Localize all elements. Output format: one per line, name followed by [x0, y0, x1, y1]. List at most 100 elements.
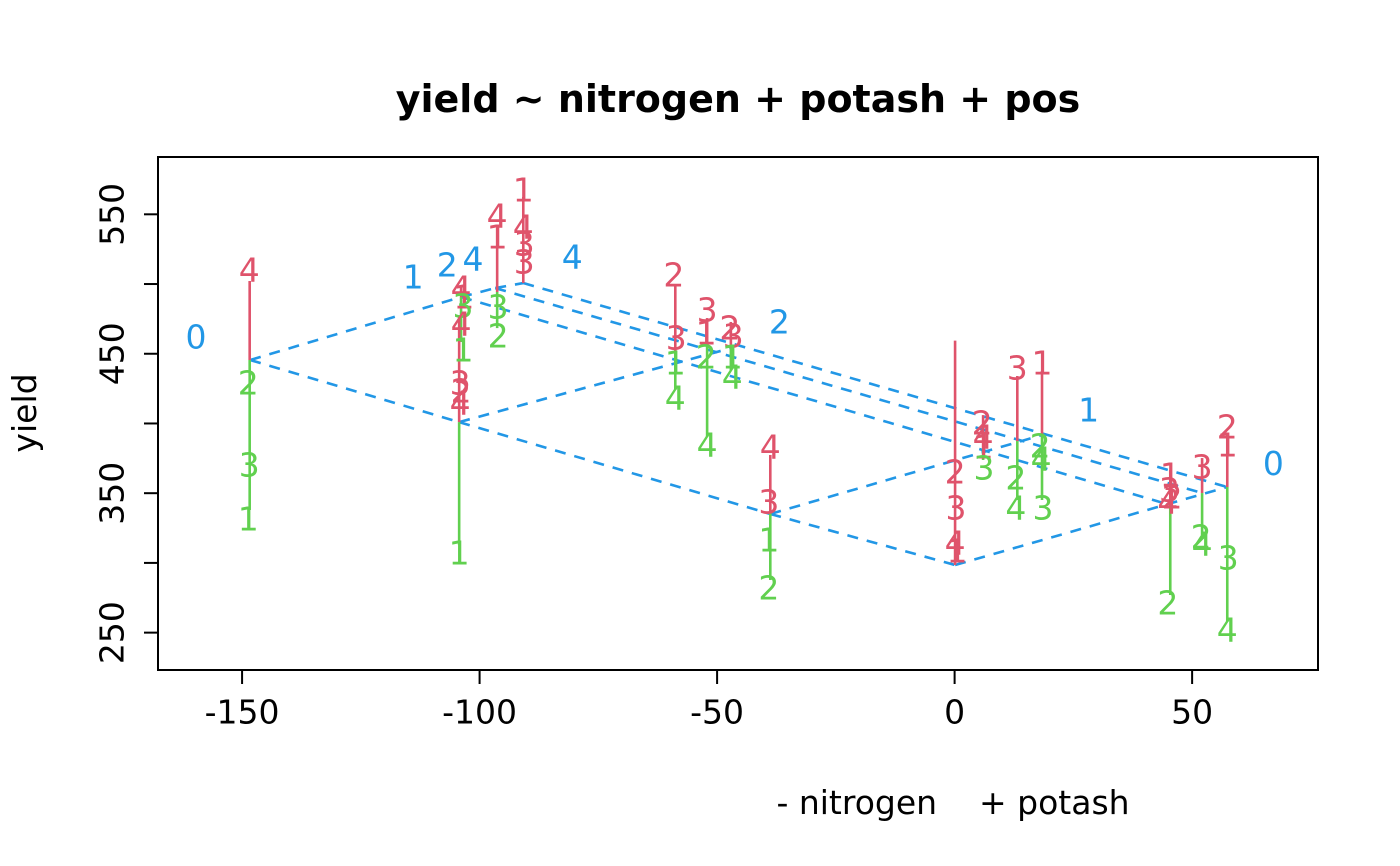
plot-border — [157, 156, 1319, 671]
data-point-label: 1 — [452, 330, 473, 369]
data-point-label: 2 — [451, 371, 472, 410]
fitted-grid-dashed-line — [460, 295, 1171, 507]
data-point-label: 4 — [1005, 488, 1026, 527]
fitted-grid-dashed-line — [458, 420, 771, 516]
grid-level-label: 4 — [562, 237, 583, 276]
fitted-grid-dashed-line — [249, 358, 460, 424]
grid-level-label: 2 — [437, 246, 458, 285]
data-point-label: 3 — [1218, 539, 1239, 578]
data-point-label: 3 — [1007, 348, 1028, 387]
data-point-label: 4 — [665, 378, 686, 417]
data-point-label: 1 — [758, 521, 779, 560]
data-point-label: 3 — [974, 449, 995, 488]
data-point-label: 1 — [722, 337, 743, 376]
x-tick-label: -150 — [205, 693, 280, 732]
fitted-grid-dashed-line — [249, 295, 462, 362]
data-point-label: 1 — [1217, 426, 1238, 465]
data-point-label: 4 — [973, 417, 994, 456]
data-point-label: 1 — [696, 313, 717, 352]
data-point-label: 3 — [1192, 447, 1213, 486]
data-point-label: 4 — [450, 383, 471, 422]
grid-level-label: 4 — [462, 240, 483, 279]
y-axis-label: yield — [5, 373, 44, 452]
data-point-label: 2 — [1162, 478, 1183, 517]
data-point-label: 4 — [1192, 525, 1213, 564]
data-point-label: 3 — [758, 483, 779, 522]
data-point-label: 2 — [1005, 458, 1026, 497]
fitted-grid-dashed-line — [769, 512, 956, 567]
data-point-label: 3 — [946, 488, 967, 527]
x-tick-label: 0 — [944, 693, 965, 732]
data-point-label: 1 — [1160, 456, 1181, 495]
data-point-label: 1 — [453, 277, 474, 316]
data-point-label: 2 — [758, 569, 779, 608]
data-point-label: 4 — [1031, 440, 1052, 479]
data-point-label: 3 — [452, 287, 473, 326]
grid-level-label: 2 — [769, 302, 790, 341]
data-point-label: 2 — [663, 255, 684, 294]
data-point-label: 1 — [665, 343, 686, 382]
data-point-label: 4 — [945, 524, 966, 563]
data-point-label: 3 — [239, 446, 260, 485]
grid-level-label: 0 — [1263, 444, 1284, 483]
data-point-label: 3 — [488, 288, 509, 327]
data-point-label: 3 — [514, 242, 535, 281]
data-point-label: 1 — [449, 534, 470, 573]
data-point-label: 4 — [722, 358, 743, 397]
x-tick-label: 50 — [1171, 693, 1213, 732]
data-point-label: 1 — [238, 499, 259, 538]
y-tick-label: 250 — [93, 601, 132, 664]
data-point-label: 1 — [1032, 343, 1053, 382]
data-point-label: 2 — [238, 364, 259, 403]
data-point-label: 2 — [972, 404, 993, 443]
data-point-label: 2 — [488, 317, 509, 356]
fitted-grid-dashed-line — [460, 286, 496, 299]
y-tick-label: 450 — [93, 322, 132, 385]
fitted-grid-dashed-line — [458, 346, 732, 424]
data-point-label: 4 — [697, 426, 718, 465]
data-point-label: 3 — [514, 225, 535, 264]
grid-level-label: 1 — [1078, 390, 1099, 429]
data-point-label: 1 — [946, 532, 967, 571]
data-point-label: 4 — [1217, 611, 1238, 650]
fitted-grid-dashed-line — [494, 286, 1203, 495]
data-point-label: 3 — [723, 316, 744, 355]
data-point-label: 3 — [1159, 470, 1180, 509]
chart-title: yield ~ nitrogen + potash + pos — [396, 77, 1081, 121]
y-tick-label: 550 — [93, 183, 132, 246]
fitted-grid-dashed-line — [522, 281, 1228, 489]
grid-level-label: 1 — [403, 258, 424, 297]
data-point-label: 4 — [451, 269, 472, 308]
data-point-label: 2 — [1157, 584, 1178, 623]
x-tick-label: -50 — [690, 693, 744, 732]
data-point-label: 2 — [1217, 408, 1238, 447]
fitted-grid-dashed-line — [495, 281, 524, 290]
data-point-label: 1 — [973, 428, 994, 467]
fitted-grid-dashed-line — [954, 485, 1228, 567]
data-point-label: 2 — [945, 452, 966, 491]
x-tick-label: -100 — [442, 693, 517, 732]
fitted-grid-dashed-line — [769, 433, 1043, 516]
data-point-label: 2 — [696, 337, 717, 376]
y-tick-label: 350 — [93, 462, 132, 525]
data-point-label: 1 — [487, 218, 508, 257]
data-point-label: 3 — [450, 364, 471, 403]
data-point-label: 3 — [697, 290, 718, 329]
data-point-label: 3 — [666, 318, 687, 357]
data-point-label: 3 — [1032, 488, 1053, 527]
data-point-label: 2 — [1191, 517, 1212, 556]
grid-level-label: 0 — [186, 318, 207, 357]
data-point-label: 4 — [1157, 482, 1178, 521]
data-point-label: 4 — [760, 428, 781, 467]
data-point-label: 2 — [719, 308, 740, 347]
plot-area: -150 -100 -50 0 5025035045055042314131432414… — [93, 156, 1319, 732]
data-point-label: 2 — [1030, 427, 1051, 466]
data-point-label: 4 — [487, 196, 508, 235]
data-point-label: 4 — [239, 250, 260, 289]
data-point-label: 4 — [513, 207, 534, 246]
data-point-label: 4 — [451, 305, 472, 344]
data-point-label: 1 — [513, 170, 534, 209]
x-axis-label: - nitrogen + potash — [776, 783, 1129, 822]
